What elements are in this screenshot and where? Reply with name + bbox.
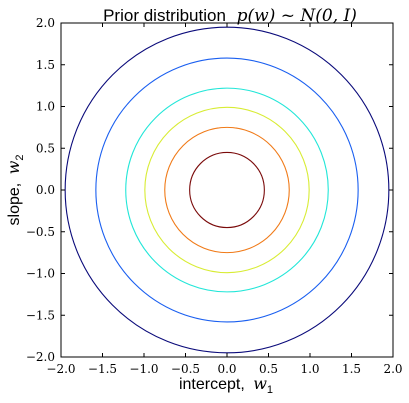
contour-line-1 xyxy=(64,26,390,354)
y-tick-labels: 2.0 1.5 1.0 0.5 0.0 −0.5 −1.0 −1.5 −2.0 xyxy=(26,16,55,364)
contour-lines xyxy=(64,26,390,354)
y-tick-label: −2.0 xyxy=(26,350,55,364)
x-tick-label: −1.5 xyxy=(88,362,117,376)
y-tick-label: −1.0 xyxy=(26,267,55,281)
x-tick-label: 2.0 xyxy=(383,362,402,376)
contour-line-5 xyxy=(164,126,290,254)
y-tick-label: 0.0 xyxy=(36,183,55,197)
chart-title: Prior distribution p(w) ~ N(0, I) xyxy=(103,6,357,26)
y-tick-label: −0.5 xyxy=(26,225,55,239)
y-tick-label: 1.0 xyxy=(36,100,55,114)
chart-title-formula: p(w) ~ N(0, I) xyxy=(237,6,357,26)
x-axis-label: intercept, w1 xyxy=(179,374,273,396)
contour-line-2 xyxy=(95,57,359,323)
y-tick-label: 2.0 xyxy=(36,16,55,30)
y-tick-label: −1.5 xyxy=(26,308,55,322)
y-tick-label: 1.5 xyxy=(36,58,55,72)
contour-line-3 xyxy=(125,87,329,293)
x-tick-label: 1.5 xyxy=(342,362,361,376)
x-tick-label: −2.0 xyxy=(46,362,75,376)
x-tick-label: −1.0 xyxy=(129,362,158,376)
y-tick-label: 0.5 xyxy=(36,141,55,155)
plot-frame xyxy=(60,22,394,358)
x-tick-label: −0.5 xyxy=(171,362,200,376)
y-axis-label: slope, w2 xyxy=(4,155,26,226)
x-tick-labels: −2.0 −1.5 −1.0 −0.5 0.0 0.5 1.0 1.5 2.0 xyxy=(46,362,402,376)
x-tick-label: 1.0 xyxy=(300,362,319,376)
axis-ticks xyxy=(60,22,394,358)
contour-line-6 xyxy=(189,151,265,229)
x-tick-label: 0.5 xyxy=(259,362,278,376)
chart-title-text: Prior distribution xyxy=(103,6,226,25)
contour-line-4 xyxy=(144,106,310,274)
x-tick-label: 0.0 xyxy=(217,362,236,376)
